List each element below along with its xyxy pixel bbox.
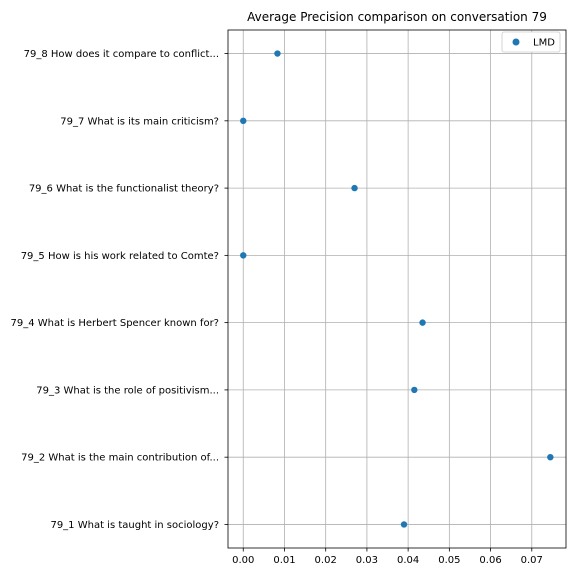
data-point — [419, 319, 426, 326]
y-tick-label: 79_7 What is its main criticism? — [60, 116, 219, 127]
x-tick-label: 0.07 — [521, 555, 543, 566]
data-point — [547, 453, 554, 461]
x-tick-label: 0.03 — [356, 555, 378, 566]
plot-frame — [227, 29, 567, 549]
y-tick-label: 79_4 What is Herbert Spencer known for? — [10, 318, 219, 329]
data-point — [411, 386, 418, 394]
x-tick-label: 0.02 — [315, 555, 337, 566]
x-tick-label: 0.01 — [273, 555, 295, 566]
y-tick-label: 79_8 How does it compare to conflict... — [24, 49, 219, 60]
y-tick-label: 79_2 What is the main contribution of... — [21, 453, 219, 464]
legend: LMD — [501, 31, 561, 53]
y-tick-label: 79_6 What is the functionalist theory? — [29, 184, 219, 195]
x-tick-label: 0.04 — [397, 555, 419, 566]
chart-title: Average Precision comparison on conversa… — [247, 10, 547, 24]
x-tick-label: 0.00 — [232, 555, 254, 566]
data-point — [240, 117, 247, 125]
x-tick-label: 0.06 — [479, 555, 501, 566]
legend-label: LMD — [533, 38, 555, 49]
y-tick-label: 79_1 What is taught in sociology? — [50, 520, 219, 531]
y-tick-label: 79_5 How is his work related to Comte? — [21, 251, 219, 262]
legend-marker — [512, 38, 520, 46]
legend-box — [501, 31, 561, 53]
data-point — [351, 184, 358, 192]
grid-layer — [228, 30, 566, 548]
data-point — [240, 252, 247, 259]
y-tick-label: 79_3 What is the role of positivism... — [36, 385, 219, 396]
x-tick-label: 0.05 — [438, 555, 460, 566]
data-point — [274, 50, 281, 57]
ticks-layer: 0.00 0.01 0.02 0.03 0.04 0.05 0.06 0.07 79_1 Wha… — [10, 49, 542, 566]
points-layer — [240, 50, 554, 528]
data-point — [400, 521, 408, 528]
